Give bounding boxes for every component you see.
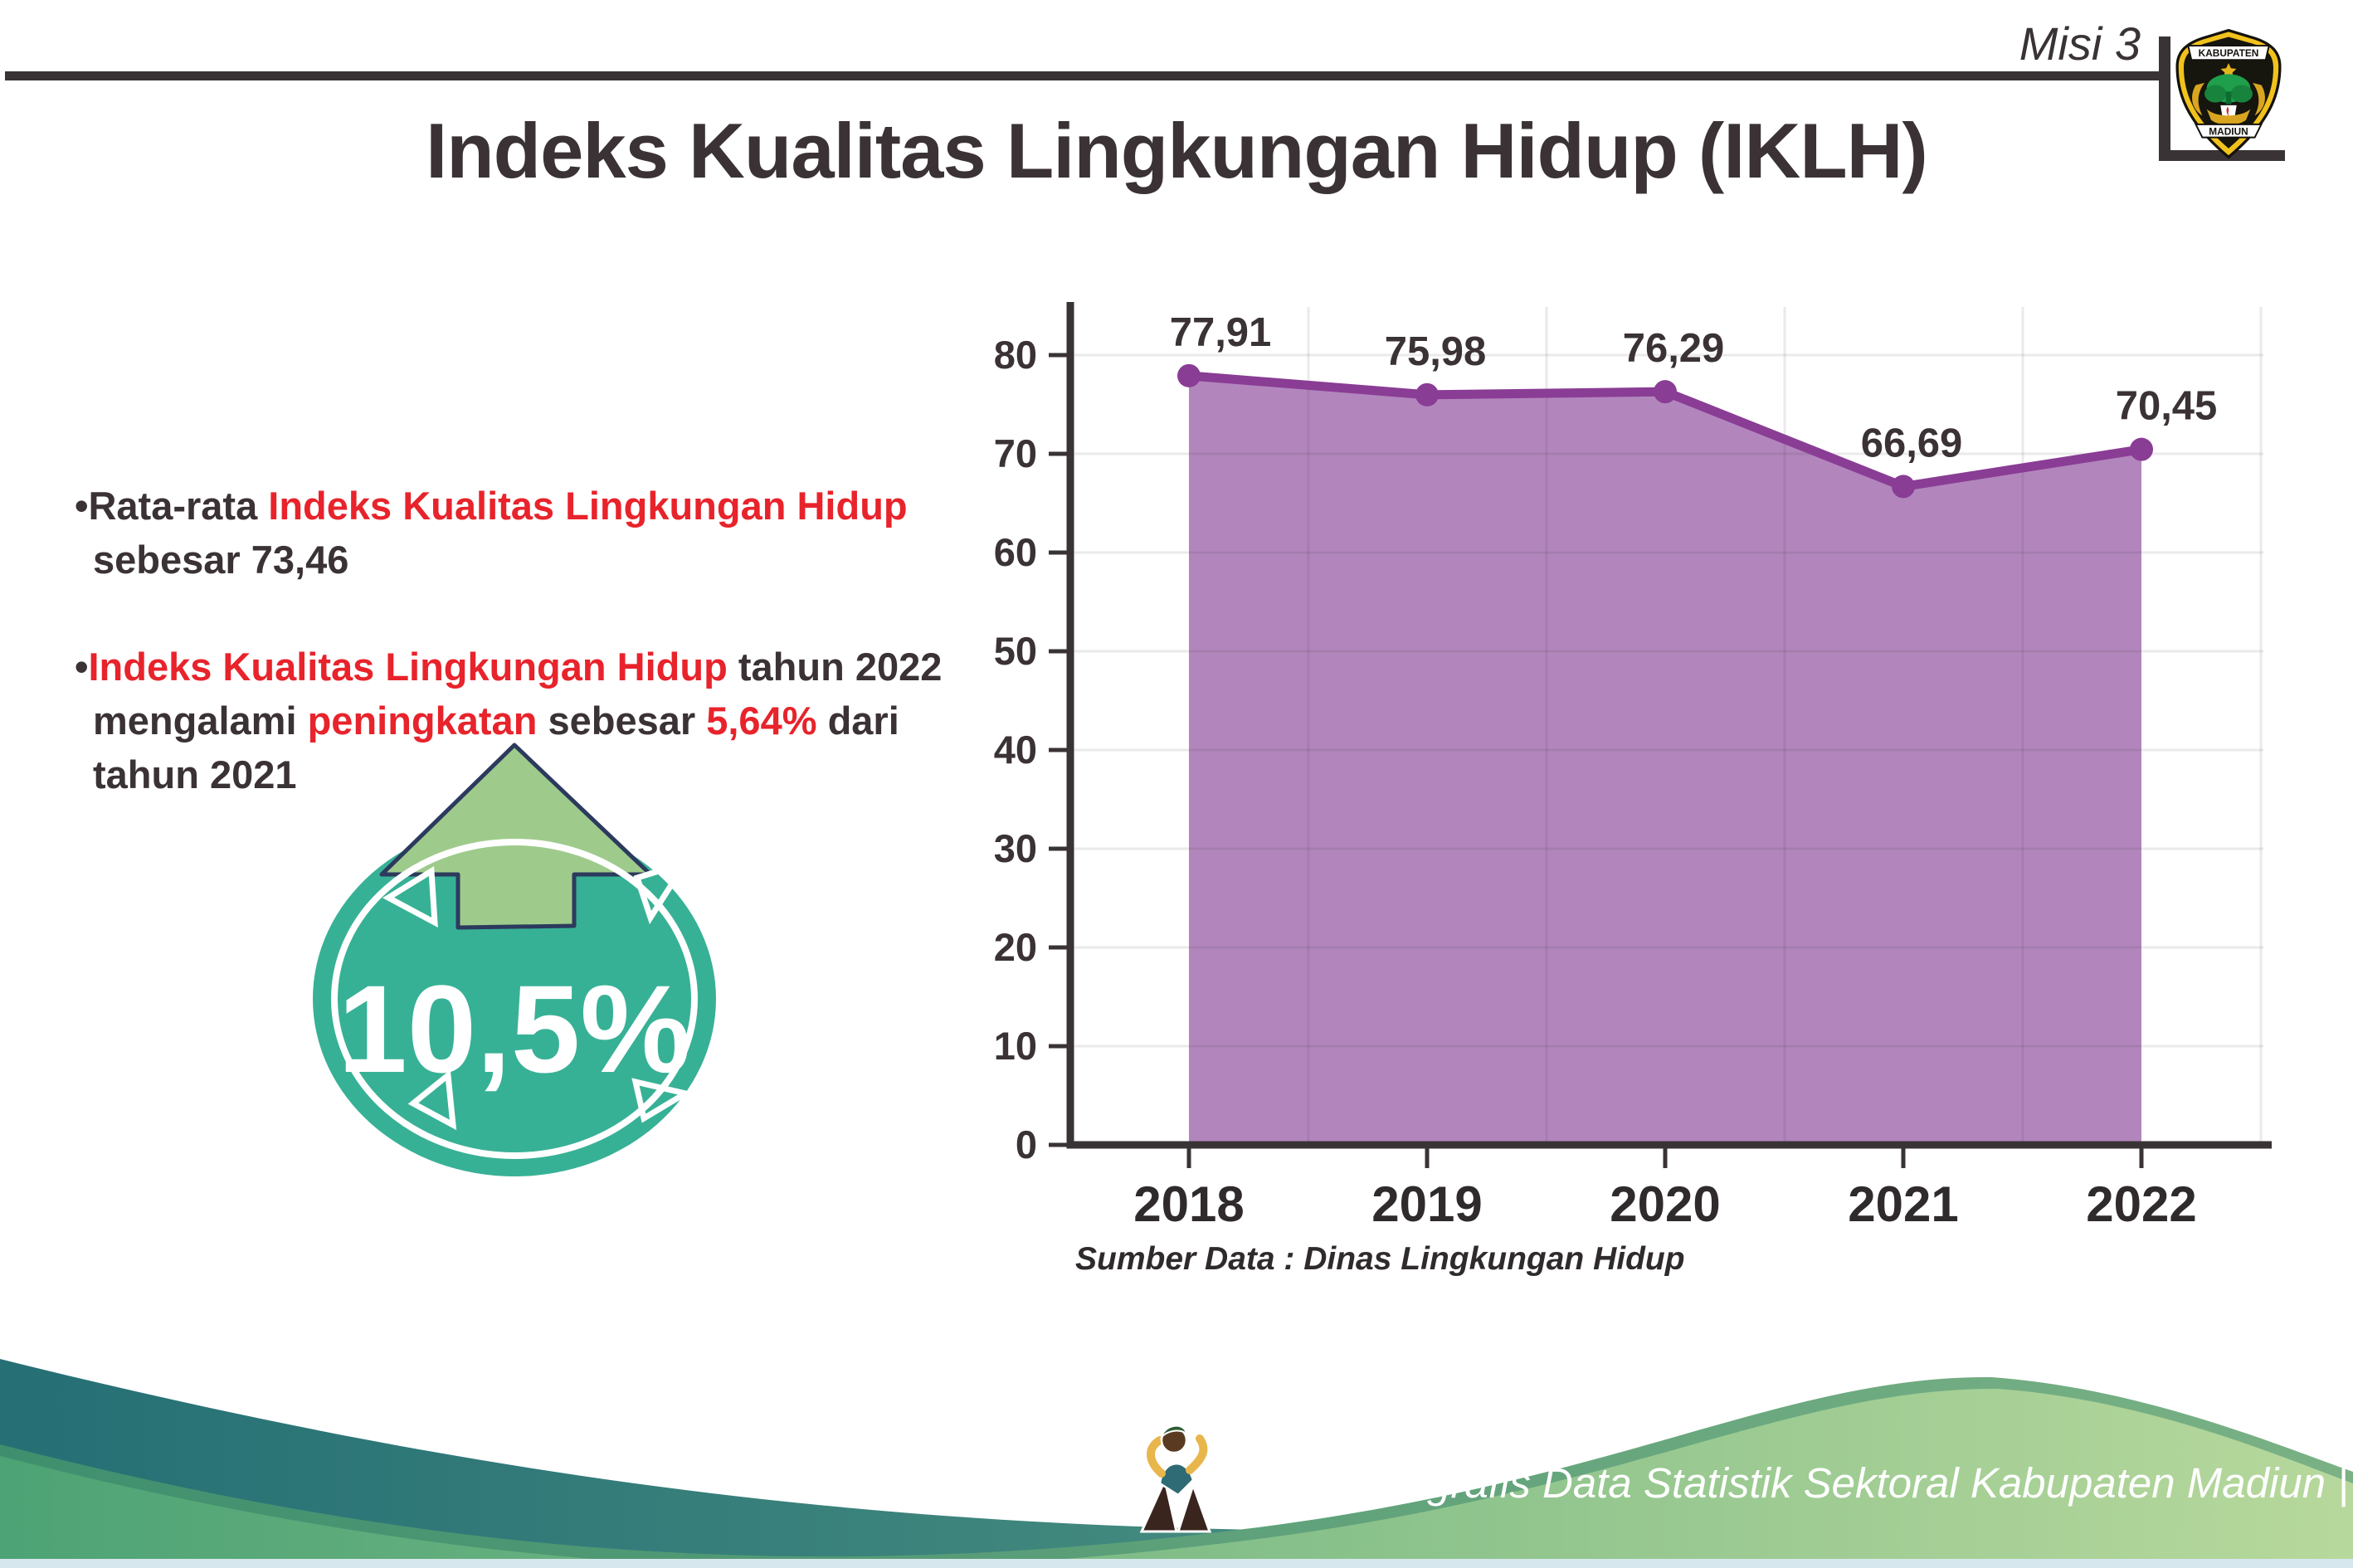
bullet-text-segment: Indeks Kualitas Lingkungan Hidup bbox=[268, 484, 908, 528]
value-label: 75,98 bbox=[1385, 329, 1487, 374]
footer-wave bbox=[0, 1359, 2353, 1568]
value-label: 70,45 bbox=[2116, 384, 2218, 429]
logo-frame-vertical bbox=[2159, 37, 2170, 161]
bullet-text-segment: dari bbox=[816, 698, 899, 743]
bullet-text-segment: sebesar bbox=[537, 698, 707, 743]
logo-top-text: KABUPATEN bbox=[2199, 47, 2259, 59]
x-tick-label: 2021 bbox=[1848, 1176, 1958, 1232]
spark-triangle-icon bbox=[407, 1069, 457, 1131]
footer-teal-band bbox=[0, 1359, 2353, 1568]
data-point bbox=[1654, 380, 1677, 404]
bullet-text-segment: 5,64% bbox=[706, 698, 817, 743]
footer-green-dome bbox=[0, 1388, 2353, 1568]
mascot-icon bbox=[1139, 1424, 1212, 1533]
spark-triangle-icon bbox=[633, 857, 693, 925]
badge-value: 10,5% bbox=[338, 959, 690, 1098]
y-tick-label: 50 bbox=[994, 629, 1037, 673]
area-fill bbox=[1189, 375, 2141, 1146]
data-point bbox=[1177, 363, 1201, 387]
header-divider bbox=[5, 71, 2161, 80]
data-point bbox=[1415, 382, 1439, 407]
x-tick-label: 2022 bbox=[2086, 1176, 2196, 1232]
bullet-text-segment: sebesar 73,46 bbox=[93, 537, 349, 582]
value-label: 66,69 bbox=[1861, 421, 1963, 465]
x-tick-label: 2019 bbox=[1371, 1176, 1482, 1232]
y-tick-label: 60 bbox=[994, 530, 1037, 574]
logo-frame-horizontal bbox=[2159, 150, 2285, 161]
data-point bbox=[2130, 437, 2153, 461]
bullet-text-segment: tahun 2021 bbox=[93, 752, 297, 796]
value-label: 76,29 bbox=[1623, 326, 1725, 371]
y-tick-label: 40 bbox=[994, 728, 1037, 772]
iklh-area-chart: 0 10 20 30 40 50 60 70 80 2018 2019 2020 2021 2022 77,… bbox=[994, 302, 2272, 1232]
spark-triangle-icon bbox=[382, 865, 438, 928]
bullet-text-segment: tahun 2022 bbox=[727, 645, 943, 689]
bullet-text-segment: Rata-rata bbox=[88, 484, 269, 528]
y-tick-label: 70 bbox=[994, 431, 1037, 475]
insight-bullet-average: •Rata-rata Indeks Kualitas Lingkungan Hi… bbox=[75, 480, 989, 587]
y-tick-label: 30 bbox=[994, 826, 1037, 870]
kabupaten-madiun-logo-icon: KABUPATEN MADIUN bbox=[2175, 28, 2282, 159]
y-tick-label: 10 bbox=[994, 1024, 1037, 1068]
data-point bbox=[1892, 475, 1915, 499]
misi-label: Misi 3 bbox=[2019, 17, 2141, 70]
bullet-text-segment: peningkatan bbox=[307, 698, 538, 743]
footer-credit: Media Infografis Data Statistik Sektoral… bbox=[1230, 1459, 2349, 1507]
increase-badge: 10,5% bbox=[313, 743, 716, 1176]
bottom-strip bbox=[0, 1559, 2353, 1568]
bullet-marker: • bbox=[75, 645, 89, 689]
x-tick-label: 2018 bbox=[1133, 1176, 1244, 1232]
y-tick-label: 80 bbox=[994, 333, 1037, 377]
y-tick-label: 20 bbox=[994, 925, 1037, 969]
bullet-text-segment: mengalami bbox=[93, 698, 308, 743]
spark-triangle-icon bbox=[631, 1078, 694, 1123]
value-label: 77,91 bbox=[1170, 310, 1272, 355]
bullet-text-segment: Indeks Kualitas Lingkungan Hidup bbox=[88, 645, 728, 689]
bullet-marker: • bbox=[75, 484, 89, 528]
page-title: Indeks Kualitas Lingkungan Hidup (IKLH) bbox=[426, 107, 1928, 194]
x-tick-label: 2020 bbox=[1610, 1176, 1720, 1232]
up-arrow-icon bbox=[379, 743, 653, 930]
y-tick-label: 0 bbox=[1016, 1122, 1037, 1166]
insight-bullet-increase: •Indeks Kualitas Lingkungan Hidup tahun … bbox=[75, 640, 989, 802]
source-note: Sumber Data : Dinas Lingkungan Hidup bbox=[1075, 1241, 1685, 1277]
logo-bottom-text: MADIUN bbox=[2209, 125, 2248, 137]
